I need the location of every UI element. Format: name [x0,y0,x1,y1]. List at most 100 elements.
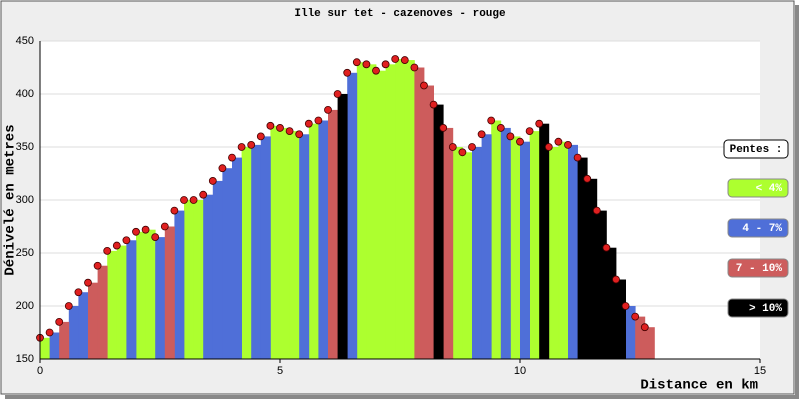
point [458,148,467,157]
point [612,275,620,284]
x-tick-label: 10 [514,365,526,377]
bar [241,147,252,359]
point [468,143,476,151]
bar [136,231,146,359]
point [132,227,140,236]
bar [337,94,348,359]
bar [49,332,60,359]
frame-shadow [795,5,799,398]
bar [251,144,262,359]
point [343,68,352,77]
point [141,225,150,234]
bar [376,70,386,360]
bar [625,306,636,359]
point [640,323,649,332]
bar [385,64,396,359]
point [602,243,611,252]
point [381,60,390,69]
legend-swatch [727,298,789,318]
point [439,124,448,132]
point [477,130,486,139]
point [64,302,73,310]
point [151,233,160,242]
point [304,119,313,128]
legend-swatch [727,178,789,198]
point [218,164,227,173]
point [45,328,54,337]
bar [433,104,444,359]
point [74,288,83,297]
point [247,140,256,149]
bar [539,123,550,360]
point [564,140,572,149]
legend-title-box [723,139,789,159]
bar [232,157,242,359]
point [496,124,505,132]
bar [520,141,530,359]
bar [558,141,569,359]
point [208,177,217,185]
point [400,56,409,64]
point [180,196,188,204]
bar [126,240,137,359]
point [314,116,323,125]
point [535,119,544,128]
point [122,236,131,245]
bar [644,327,655,359]
point [170,206,179,215]
bar [462,152,473,359]
bar [548,147,559,359]
bar [289,131,300,359]
point [276,124,284,132]
x-tick-label: 15 [754,365,766,377]
y-tick-label: 450 [16,35,34,47]
bar [107,250,118,359]
point [324,106,332,114]
legend-title: Pentes : [730,144,783,156]
point [573,153,582,162]
point [189,196,198,204]
bar [184,200,194,359]
bar [616,279,626,359]
bar [97,265,108,359]
legend-swatch [727,258,789,278]
point [228,153,236,162]
bar [116,245,127,359]
bar [270,125,281,359]
x-axis-label: Distance en km [640,378,758,394]
bar [356,62,367,359]
y-tick-label: 250 [16,247,34,259]
point [160,222,169,231]
point [525,127,534,136]
legend-swatch [727,218,789,238]
x-tick-label: 0 [37,365,43,377]
bar [193,200,204,359]
bar [155,237,166,359]
legend-label: > 10% [749,303,782,315]
legend-label: 4 - 7% [742,223,782,235]
bar [78,292,89,359]
bar [366,64,377,359]
point [631,312,640,321]
bar [59,321,70,359]
point [372,66,380,75]
bar [328,109,338,360]
point [237,143,246,151]
point [410,63,419,72]
bar [280,127,290,359]
bar [404,60,415,359]
y-tick-label: 300 [16,194,34,206]
bar [596,210,607,359]
frame-shadow [5,395,799,399]
point [103,246,112,255]
bar [491,120,502,359]
bar [481,134,492,359]
bar [577,157,588,359]
point [93,261,102,270]
bar [472,147,482,359]
bar [510,136,521,359]
bar [500,127,511,359]
y-tick-label: 350 [16,141,34,153]
bar [88,282,98,359]
